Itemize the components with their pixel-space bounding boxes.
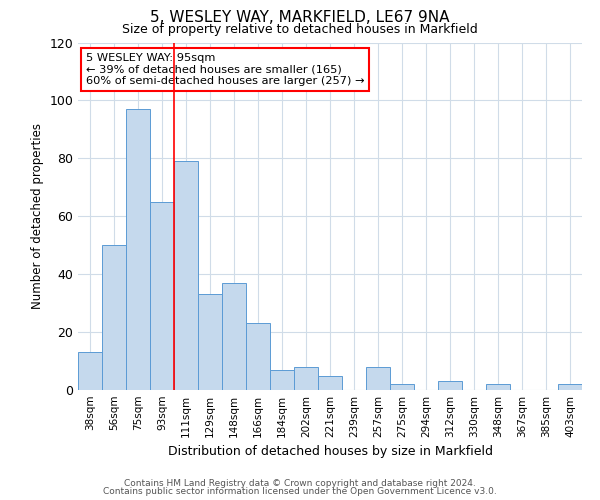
Bar — [222, 283, 246, 390]
Bar — [198, 294, 222, 390]
Bar — [366, 367, 390, 390]
Y-axis label: Number of detached properties: Number of detached properties — [31, 123, 44, 309]
Bar — [78, 352, 102, 390]
Text: 5 WESLEY WAY: 95sqm
← 39% of detached houses are smaller (165)
60% of semi-detac: 5 WESLEY WAY: 95sqm ← 39% of detached ho… — [86, 53, 364, 86]
Bar — [102, 245, 126, 390]
Text: Size of property relative to detached houses in Markfield: Size of property relative to detached ho… — [122, 22, 478, 36]
Bar — [486, 384, 510, 390]
Bar — [318, 376, 342, 390]
X-axis label: Distribution of detached houses by size in Markfield: Distribution of detached houses by size … — [167, 446, 493, 458]
Bar — [150, 202, 174, 390]
Bar — [558, 384, 582, 390]
Bar — [246, 324, 270, 390]
Text: Contains public sector information licensed under the Open Government Licence v3: Contains public sector information licen… — [103, 487, 497, 496]
Bar — [390, 384, 414, 390]
Bar — [294, 367, 318, 390]
Bar — [438, 382, 462, 390]
Bar — [126, 109, 150, 390]
Text: Contains HM Land Registry data © Crown copyright and database right 2024.: Contains HM Land Registry data © Crown c… — [124, 478, 476, 488]
Bar — [270, 370, 294, 390]
Text: 5, WESLEY WAY, MARKFIELD, LE67 9NA: 5, WESLEY WAY, MARKFIELD, LE67 9NA — [150, 10, 450, 25]
Bar — [174, 161, 198, 390]
